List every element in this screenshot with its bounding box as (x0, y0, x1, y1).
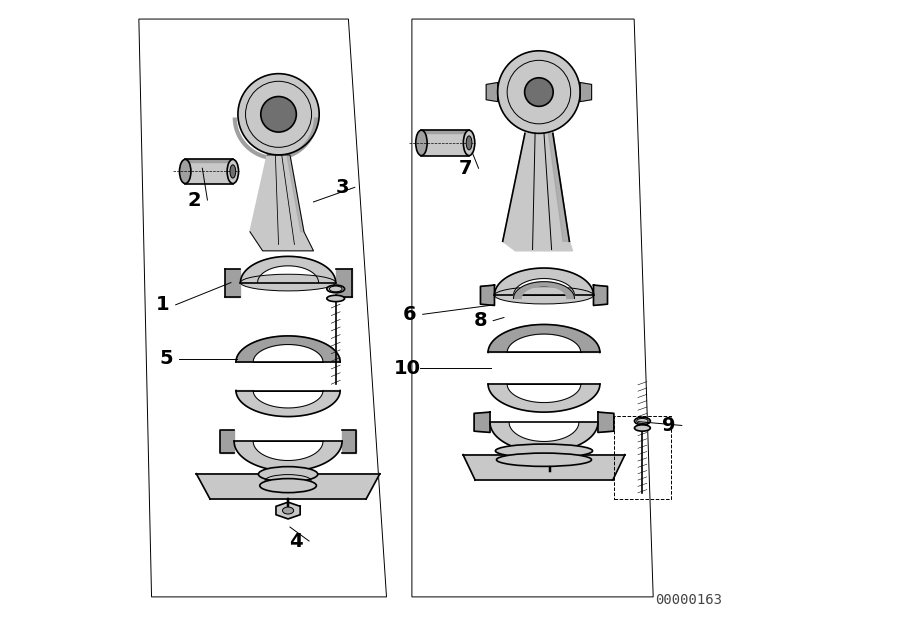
Polygon shape (503, 133, 572, 251)
Ellipse shape (416, 130, 428, 156)
Polygon shape (276, 502, 301, 519)
Text: 00000163: 00000163 (654, 593, 722, 607)
Polygon shape (593, 285, 608, 305)
Ellipse shape (495, 444, 592, 458)
Text: 10: 10 (393, 359, 420, 378)
Ellipse shape (327, 295, 345, 302)
Polygon shape (548, 133, 570, 241)
Polygon shape (220, 430, 234, 453)
FancyBboxPatch shape (421, 130, 469, 156)
Polygon shape (474, 412, 490, 432)
Text: 3: 3 (336, 178, 349, 197)
Circle shape (498, 51, 580, 133)
Polygon shape (488, 324, 600, 352)
Polygon shape (481, 285, 494, 305)
Ellipse shape (466, 136, 472, 150)
Polygon shape (225, 269, 240, 297)
Text: 6: 6 (403, 305, 417, 324)
Ellipse shape (494, 286, 593, 304)
Polygon shape (287, 155, 304, 232)
Text: 2: 2 (188, 190, 202, 210)
Polygon shape (421, 130, 469, 133)
Ellipse shape (230, 165, 236, 178)
Polygon shape (234, 441, 342, 471)
Text: 5: 5 (159, 349, 173, 368)
Polygon shape (486, 83, 498, 102)
Ellipse shape (240, 274, 336, 291)
FancyBboxPatch shape (185, 159, 233, 184)
Text: 8: 8 (473, 311, 487, 330)
Circle shape (525, 77, 554, 107)
Ellipse shape (634, 417, 651, 425)
Polygon shape (342, 430, 356, 453)
Polygon shape (196, 474, 380, 499)
Polygon shape (240, 257, 336, 283)
Polygon shape (185, 159, 233, 162)
Text: 1: 1 (157, 295, 170, 314)
Polygon shape (488, 384, 600, 412)
Ellipse shape (179, 159, 191, 184)
Polygon shape (514, 282, 574, 298)
Circle shape (261, 97, 296, 132)
Polygon shape (580, 83, 591, 102)
Polygon shape (490, 422, 598, 452)
Polygon shape (336, 269, 352, 297)
Ellipse shape (258, 467, 318, 482)
Polygon shape (494, 268, 593, 295)
Ellipse shape (283, 507, 293, 514)
Ellipse shape (327, 285, 345, 293)
Polygon shape (236, 336, 340, 362)
Polygon shape (236, 391, 340, 417)
Ellipse shape (260, 479, 317, 493)
Text: 9: 9 (662, 416, 676, 435)
Ellipse shape (634, 425, 651, 431)
Polygon shape (463, 455, 625, 480)
Ellipse shape (227, 159, 239, 184)
Circle shape (238, 74, 320, 155)
Polygon shape (598, 412, 614, 432)
Ellipse shape (464, 130, 475, 156)
Ellipse shape (497, 453, 591, 466)
Text: 7: 7 (459, 159, 472, 178)
Polygon shape (250, 155, 313, 251)
Text: 4: 4 (290, 531, 303, 551)
